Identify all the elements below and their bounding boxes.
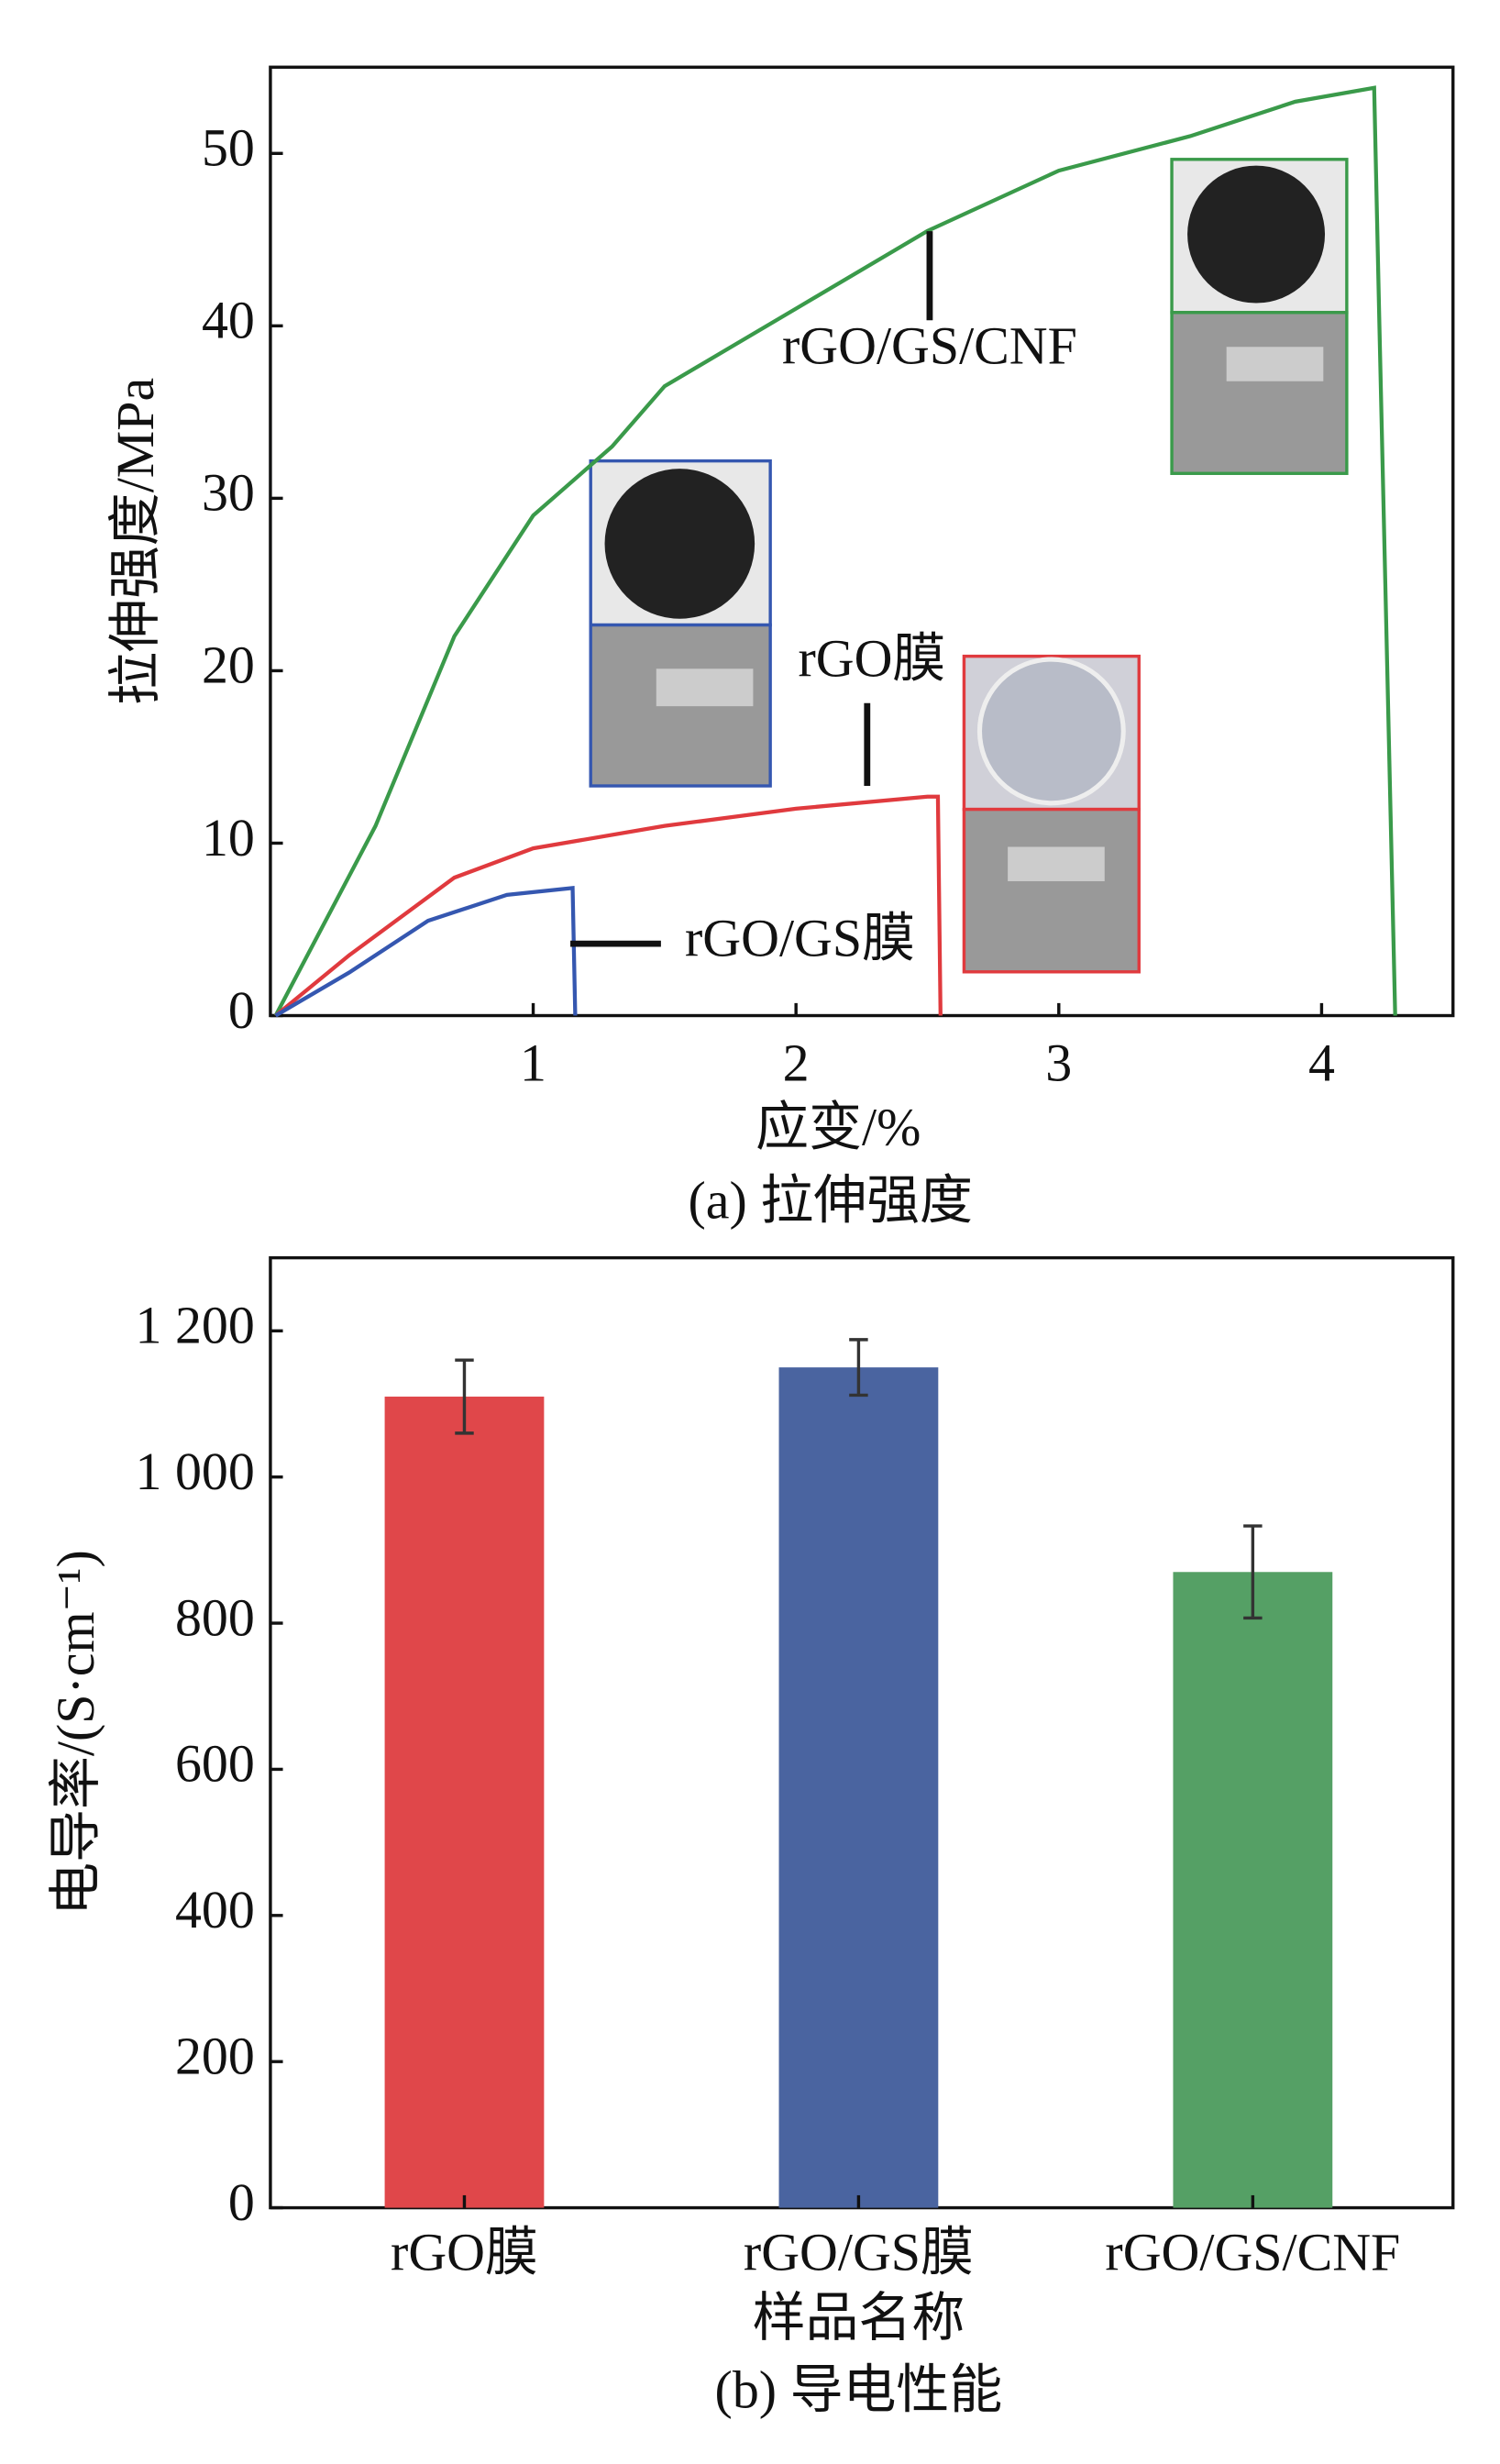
y-tick-label: 0 [228,2172,255,2232]
bar [384,1397,545,2208]
y-tick-label: 30 [202,463,255,523]
y-tick-label: 10 [202,808,255,867]
y-axis-label: 电导率/(S·cm⁻¹) [46,1550,105,1916]
annotation-label: rGO/GS/CNF [782,316,1077,376]
annotation-label: rGO膜 [798,628,945,688]
y-tick-label: 800 [175,1587,255,1647]
x-tick-label: rGO/GS/CNF [1105,2222,1400,2282]
data-line [273,85,1397,1017]
y-axis-label: 拉伸强度/MPa [105,378,165,705]
y-tick-label: 40 [202,291,255,350]
x-tick-label: rGO/GS膜 [744,2222,974,2282]
y-tick-label: 400 [175,1880,255,1939]
x-tick-label: 2 [783,1033,810,1093]
x-axis-label: 样品名称 [753,2288,965,2348]
y-tick-label: 1 200 [136,1296,255,1355]
data-line [274,886,578,1018]
bar [1173,1572,1333,2208]
inset-photo [589,158,1349,974]
caption: (a) 拉伸强度 [689,1171,973,1231]
data-line [274,794,943,1018]
error-bar [849,1338,868,1398]
annotation-label: rGO/GS膜 [685,908,915,967]
y-tick-label: 20 [202,635,255,695]
y-tick-label: 50 [202,118,255,178]
x-axis-label: 应变/% [756,1098,921,1157]
y-tick-label: 1 000 [136,1442,255,1501]
x-tick-label: rGO膜 [391,2222,538,2282]
x-tick-label: 4 [1308,1033,1335,1093]
error-bar [1243,1524,1263,1620]
y-tick-label: 0 [228,980,255,1040]
bar [778,1367,939,2208]
caption: (b) 导电性能 [715,2359,1003,2419]
y-tick-label: 600 [175,1734,255,1794]
error-bar [455,1358,474,1435]
x-tick-label: 3 [1045,1033,1072,1093]
y-tick-label: 200 [175,2026,255,2085]
x-tick-label: 1 [520,1033,546,1093]
plot-frame [269,65,1455,1018]
